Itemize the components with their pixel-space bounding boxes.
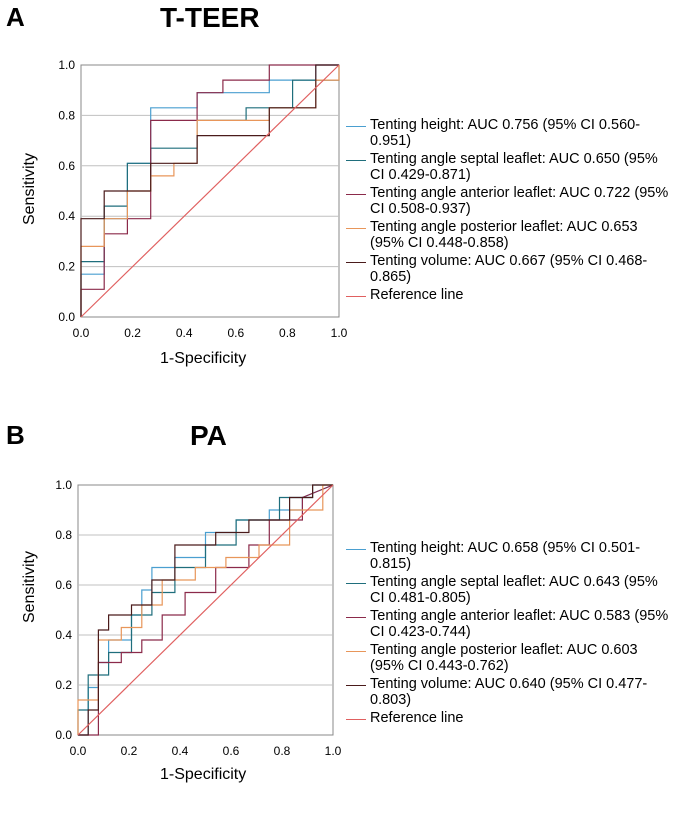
- plot-area: [80, 64, 340, 318]
- legend-swatch: [346, 685, 366, 686]
- legend-swatch: [346, 651, 366, 652]
- x-tick-label: 0.2: [121, 744, 138, 758]
- legend-swatch: [346, 719, 366, 720]
- y-tick-label: 0.8: [58, 108, 75, 122]
- legend-swatch: [346, 549, 366, 550]
- y-tick-label: 0.2: [58, 260, 75, 274]
- legend-swatch: [346, 617, 366, 618]
- legend-swatch: [346, 228, 366, 229]
- legend-label: Tenting angle anterior leaflet: AUC 0.72…: [370, 185, 669, 217]
- legend-item: Reference line: [346, 287, 671, 303]
- panel-letter: B: [6, 420, 25, 450]
- legend-label: Tenting angle septal leaflet: AUC 0.650 …: [370, 151, 658, 183]
- legend-item: Tenting angle posterior leaflet: AUC 0.6…: [346, 642, 671, 674]
- x-tick-label: 0.6: [227, 326, 244, 340]
- legend-swatch: [346, 194, 366, 195]
- x-tick-label: 0.4: [176, 326, 193, 340]
- legend-label: Tenting angle septal leaflet: AUC 0.643 …: [370, 574, 658, 606]
- roc-series-line: [80, 64, 340, 318]
- x-tick-label: 0.8: [279, 326, 296, 340]
- y-tick-label: 0.0: [55, 728, 72, 742]
- legend-b: Tenting height: AUC 0.658 (95% CI 0.501-…: [346, 540, 671, 728]
- roc-chart-b: 0.0 0.2 0.4 0.6 0.8 1.0 0.0 0.2 0.4 0.6 0.8 1.0: [55, 478, 342, 758]
- panel-a: A T-TEER 0.0 0.2 0.4 0.6 0.8 1.0 0.0 0.2 0.4 0.6 0…: [0, 0, 685, 390]
- legend-label: Tenting volume: AUC 0.667 (95% CI 0.468-…: [370, 253, 648, 285]
- legend-label: Reference line: [370, 710, 464, 726]
- roc-series-line: [80, 64, 339, 317]
- y-tick-label: 0.4: [55, 628, 72, 642]
- y-tick-label: 0.0: [58, 310, 75, 324]
- y-tick-label: 0.8: [55, 528, 72, 542]
- legend-label: Tenting angle posterior leaflet: AUC 0.6…: [370, 642, 638, 674]
- legend-item: Tenting angle anterior leaflet: AUC 0.58…: [346, 608, 671, 640]
- y-axis-label: Sensitivity: [21, 152, 38, 226]
- x-tick-label: 0.0: [70, 744, 87, 758]
- panel-b: B PA 0.0 0.2 0.4 0.6 0.8 1.0 0.0 0.2 0.4 0.6 0.8 1.…: [0, 400, 685, 789]
- plot-area: [77, 484, 334, 736]
- legend-label: Tenting volume: AUC 0.640 (95% CI 0.477-…: [370, 676, 648, 708]
- legend-swatch: [346, 583, 366, 584]
- roc-series-line: [78, 484, 333, 736]
- x-axis-label: 1-Specificity: [160, 350, 247, 367]
- legend-label: Tenting height: AUC 0.756 (95% CI 0.560-…: [370, 117, 641, 149]
- roc-chart-a: 0.0 0.2 0.4 0.6 0.8 1.0 0.0 0.2 0.4 0.6 0.8 1.0: [58, 58, 348, 340]
- legend-swatch: [346, 160, 366, 161]
- y-tick-label: 1.0: [55, 478, 72, 492]
- x-tick-label: 1.0: [331, 326, 348, 340]
- legend-label: Tenting angle posterior leaflet: AUC 0.6…: [370, 219, 638, 251]
- legend-item: Tenting angle anterior leaflet: AUC 0.72…: [346, 185, 671, 217]
- x-tick-label: 0.6: [223, 744, 240, 758]
- chart-title: T-TEER: [160, 2, 260, 33]
- roc-series-line: [78, 484, 334, 736]
- legend-a: Tenting height: AUC 0.756 (95% CI 0.560-…: [346, 117, 671, 305]
- y-axis-label: Sensitivity: [21, 550, 38, 624]
- legend-label: Tenting angle anterior leaflet: AUC 0.58…: [370, 608, 669, 640]
- legend-item: Tenting angle septal leaflet: AUC 0.643 …: [346, 574, 671, 606]
- legend-item: Tenting angle posterior leaflet: AUC 0.6…: [346, 219, 671, 251]
- chart-title: PA: [190, 420, 227, 451]
- legend-item: Tenting height: AUC 0.658 (95% CI 0.501-…: [346, 540, 671, 572]
- legend-label: Tenting height: AUC 0.658 (95% CI 0.501-…: [370, 540, 641, 572]
- legend-label: Reference line: [370, 287, 464, 303]
- roc-series-line: [77, 484, 333, 735]
- legend-item: Reference line: [346, 710, 671, 726]
- x-tick-label: 0.0: [73, 326, 90, 340]
- x-tick-label: 0.4: [172, 744, 189, 758]
- legend-item: Tenting height: AUC 0.756 (95% CI 0.560-…: [346, 117, 671, 149]
- legend-swatch: [346, 126, 366, 127]
- x-tick-label: 0.8: [274, 744, 291, 758]
- y-tick-label: 1.0: [58, 58, 75, 72]
- legend-swatch: [346, 296, 366, 297]
- legend-item: Tenting volume: AUC 0.667 (95% CI 0.468-…: [346, 253, 671, 285]
- y-tick-label: 0.6: [55, 578, 72, 592]
- x-tick-label: 1.0: [325, 744, 342, 758]
- x-tick-label: 0.2: [124, 326, 141, 340]
- legend-item: Tenting angle septal leaflet: AUC 0.650 …: [346, 151, 671, 183]
- roc-series-line: [77, 484, 334, 736]
- y-tick-label: 0.6: [58, 159, 75, 173]
- x-axis-label: 1-Specificity: [160, 766, 247, 783]
- panel-letter: A: [6, 2, 25, 32]
- roc-series-line: [80, 64, 339, 317]
- legend-swatch: [346, 262, 366, 263]
- y-tick-label: 0.2: [55, 678, 72, 692]
- y-tick-label: 0.4: [58, 209, 75, 223]
- roc-series-line: [77, 484, 333, 735]
- legend-item: Tenting volume: AUC 0.640 (95% CI 0.477-…: [346, 676, 671, 708]
